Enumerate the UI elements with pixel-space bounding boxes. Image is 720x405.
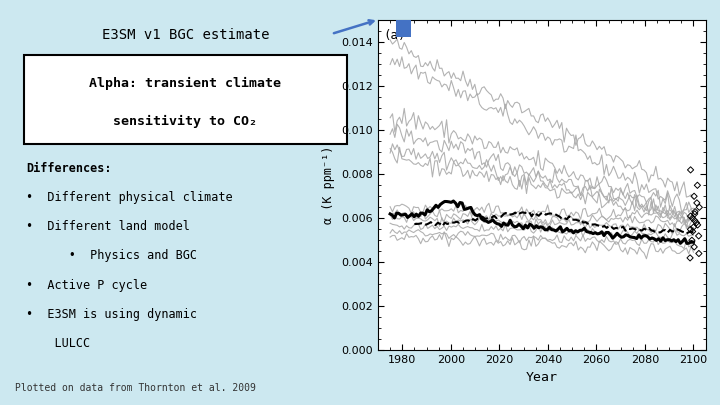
Point bbox=[685, 166, 696, 173]
Point bbox=[693, 232, 704, 239]
Text: •  Different land model: • Different land model bbox=[26, 220, 190, 233]
Point bbox=[689, 209, 701, 215]
Text: LULCC: LULCC bbox=[26, 337, 90, 350]
Point bbox=[689, 211, 701, 217]
Text: Differences:: Differences: bbox=[26, 162, 112, 175]
Point bbox=[686, 237, 698, 243]
Point bbox=[693, 250, 705, 257]
Text: Plotted on data from Thornton et al. 2009: Plotted on data from Thornton et al. 200… bbox=[15, 383, 256, 393]
Text: Alpha: transient climate: Alpha: transient climate bbox=[89, 77, 282, 90]
Point bbox=[687, 228, 698, 235]
Text: (a): (a) bbox=[383, 28, 405, 41]
Point bbox=[685, 213, 696, 220]
Point bbox=[690, 220, 702, 226]
Point bbox=[693, 204, 705, 211]
Text: sensitivity to CO₂: sensitivity to CO₂ bbox=[114, 115, 258, 128]
Point bbox=[688, 193, 700, 200]
Y-axis label: α (K ppm⁻¹): α (K ppm⁻¹) bbox=[323, 146, 336, 224]
Text: •  Physics and BGC: • Physics and BGC bbox=[26, 249, 197, 262]
Point bbox=[691, 200, 703, 206]
Point bbox=[685, 226, 696, 232]
Text: E3SM v1 BGC estimate: E3SM v1 BGC estimate bbox=[102, 28, 269, 43]
Point bbox=[692, 222, 703, 228]
Point bbox=[692, 182, 703, 189]
X-axis label: Year: Year bbox=[526, 371, 558, 384]
Text: •  Different physical climate: • Different physical climate bbox=[26, 191, 233, 204]
Point bbox=[688, 244, 700, 250]
Point bbox=[684, 255, 696, 261]
Point bbox=[688, 224, 699, 230]
Point bbox=[689, 217, 701, 224]
FancyBboxPatch shape bbox=[24, 55, 347, 144]
Text: •  Active P cycle: • Active P cycle bbox=[26, 279, 147, 292]
Text: •  E3SM is using dynamic: • E3SM is using dynamic bbox=[26, 308, 197, 321]
Point bbox=[687, 215, 698, 222]
Bar bbox=[396, 17, 411, 37]
